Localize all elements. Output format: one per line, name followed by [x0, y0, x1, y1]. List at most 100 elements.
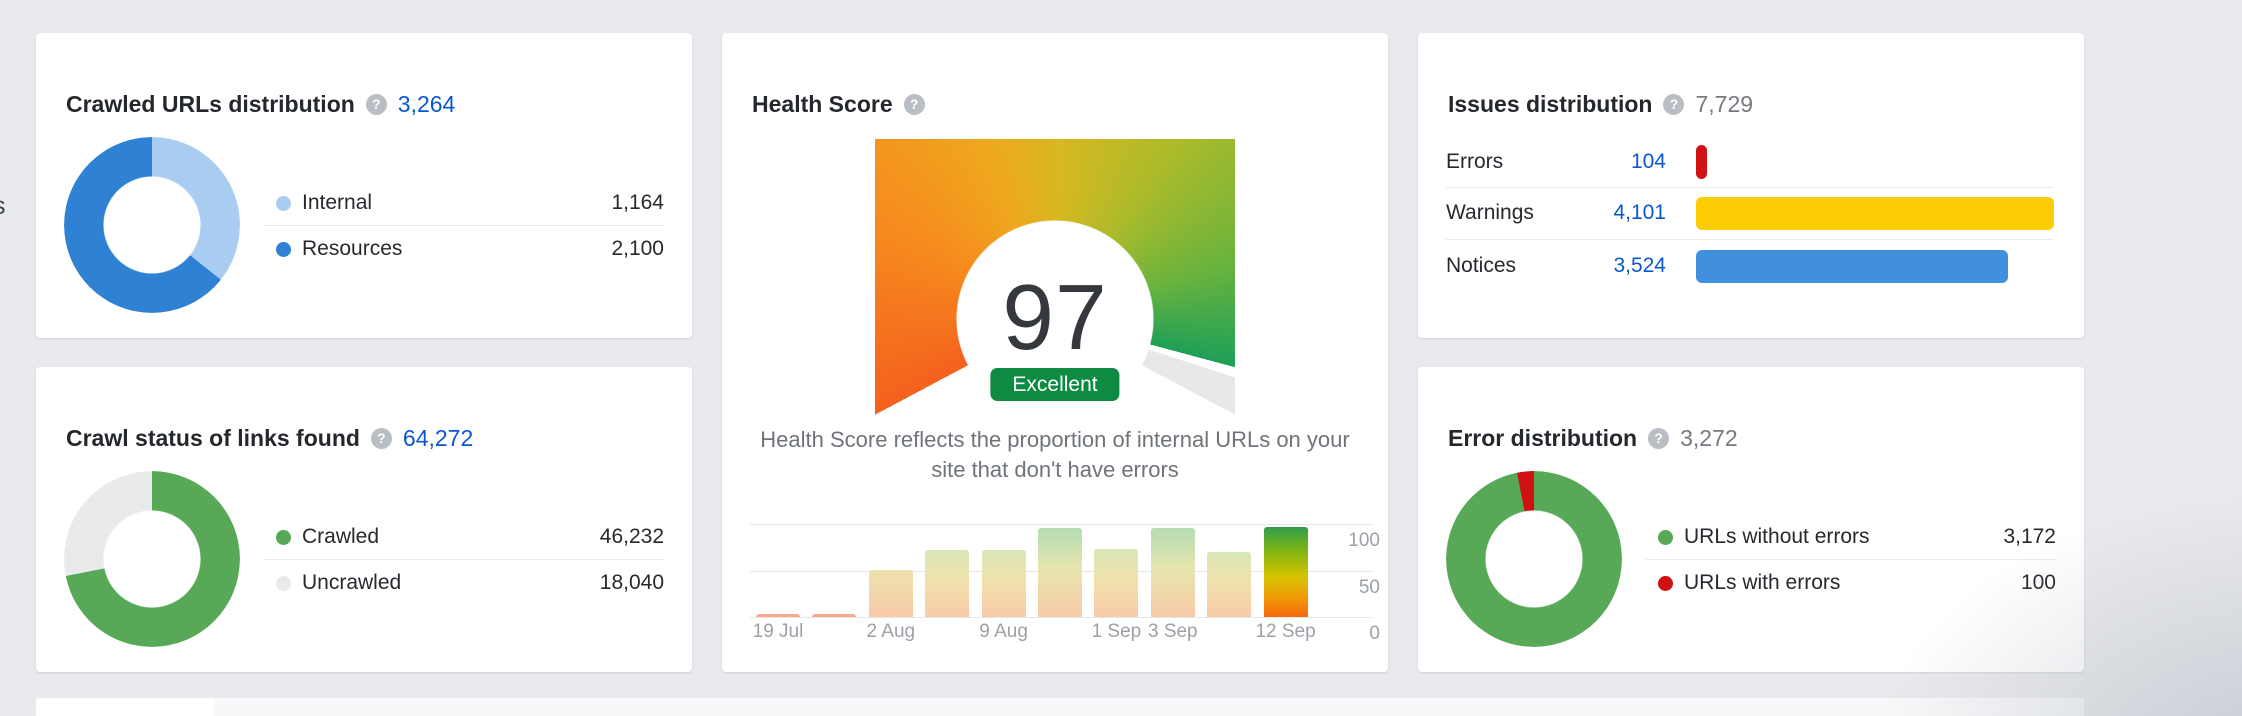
x-axis-tick: 1 Sep — [1091, 621, 1142, 642]
health-score-history-chart — [750, 513, 1372, 617]
issue-bar[interactable] — [1696, 196, 2054, 230]
issue-bar[interactable] — [1696, 249, 2009, 283]
help-icon[interactable]: ? — [1648, 427, 1670, 449]
error-distribution-donut-chart[interactable] — [1446, 471, 1622, 647]
health-score-description: Health Score reflects the proportion of … — [722, 425, 1388, 485]
health-score-gauge[interactable] — [875, 139, 1235, 499]
health-score-card: Health Score ? 97 Excellent Health Score… — [722, 33, 1388, 672]
x-axis-tick: 19 Jul — [752, 621, 804, 642]
legend-dot — [276, 195, 291, 211]
history-bar[interactable] — [868, 569, 913, 617]
help-icon[interactable]: ? — [365, 93, 387, 115]
issue-label: Notices — [1446, 254, 1517, 277]
history-bar[interactable] — [756, 614, 800, 617]
legend-dot — [1658, 575, 1673, 591]
card-title: Crawl status of links found — [66, 424, 360, 451]
issue-row-notices: Notices 3,524 — [1446, 241, 2054, 291]
history-bar[interactable] — [1038, 527, 1082, 617]
y-axis-tick: 50 — [1358, 577, 1380, 598]
issue-label: Warnings — [1446, 201, 1534, 224]
card-title: Issues distribution — [1448, 90, 1653, 117]
x-axis-tick: 12 Sep — [1255, 621, 1316, 642]
card-title: Error distribution — [1448, 424, 1638, 451]
x-axis-tick: 3 Sep — [1147, 621, 1198, 642]
crawl-status-donut-chart[interactable] — [64, 471, 240, 647]
crawl-status-total-link[interactable]: 64,272 — [402, 424, 474, 451]
legend-row: Uncrawled 18,040 — [276, 567, 664, 599]
help-icon[interactable]: ? — [1663, 93, 1685, 115]
row-divider — [1446, 187, 2054, 188]
health-score-value: 97 — [1002, 265, 1108, 369]
legend-label: URLs with errors — [1684, 571, 1841, 594]
crawled-urls-donut-chart[interactable] — [64, 137, 240, 313]
issues-total: 7,729 — [1695, 90, 1754, 117]
error-distribution-total: 3,272 — [1680, 424, 1738, 451]
crawled-urls-legend: Internal 1,164 Resources 2,100 — [264, 187, 664, 265]
card-title: Health Score — [752, 90, 893, 117]
legend-divider — [264, 225, 664, 226]
issue-bar[interactable] — [1696, 145, 1708, 179]
crawled-urls-total-link[interactable]: 3,264 — [397, 90, 456, 117]
history-bar[interactable] — [925, 550, 970, 617]
legend-value: 18,040 — [599, 571, 664, 594]
gridline-100 — [750, 524, 1372, 525]
history-bar[interactable] — [1094, 549, 1139, 617]
legend-label: Crawled — [302, 525, 380, 548]
help-icon[interactable]: ? — [370, 427, 392, 449]
legend-value: 3,172 — [2003, 525, 2056, 548]
error-distribution-card: Error distribution ? 3,272 URLs without … — [1418, 367, 2084, 672]
issue-row-warnings: Warnings 4,101 — [1446, 188, 2054, 238]
legend-row: Internal 1,164 — [276, 187, 664, 219]
y-axis-tick: 0 — [1369, 623, 1380, 644]
history-bar[interactable] — [1150, 527, 1195, 617]
legend-label: Resources — [302, 237, 403, 260]
crawl-status-header: Crawl status of links found ? 64,272 — [66, 424, 473, 452]
history-bar[interactable] — [1263, 526, 1308, 617]
clipped-sidebar-text: s — [0, 192, 6, 221]
crawl-status-legend: Crawled 46,232 Uncrawled 18,040 — [264, 521, 664, 599]
bottom-tab-strip — [36, 698, 2084, 716]
legend-divider — [264, 559, 664, 560]
issues-header: Issues distribution ? 7,729 — [1448, 90, 1753, 118]
legend-row: URLs without errors 3,172 — [1658, 521, 2056, 553]
x-axis-tick: 2 Aug — [866, 621, 916, 642]
legend-dot — [276, 575, 291, 591]
issue-count-link[interactable]: 3,524 — [1613, 254, 1666, 277]
error-distribution-legend: URLs without errors 3,172 URLs with errors… — [1646, 521, 2056, 599]
crawled-urls-card: Crawled URLs distribution ? 3,264 Intern… — [36, 33, 692, 338]
issues-distribution-card: Issues distribution ? 7,729 Errors 104 War… — [1418, 33, 2084, 338]
legend-value: 2,100 — [611, 237, 664, 260]
legend-dot — [276, 529, 291, 545]
legend-label: Uncrawled — [302, 571, 402, 594]
health-score-header: Health Score ? — [752, 90, 925, 118]
error-distribution-header: Error distribution ? 3,272 — [1448, 424, 1738, 452]
y-axis-tick: 100 — [1348, 530, 1380, 551]
issue-label: Errors — [1446, 150, 1504, 173]
legend-row: URLs with errors 100 — [1658, 567, 2056, 599]
legend-dot — [1658, 529, 1673, 545]
legend-dot — [276, 241, 291, 257]
x-axis-tick: 9 Aug — [979, 621, 1028, 642]
health-score-rating-badge: Excellent — [990, 368, 1120, 401]
issue-count-link[interactable]: 104 — [1630, 150, 1666, 173]
crawled-urls-header: Crawled URLs distribution ? 3,264 — [66, 90, 455, 118]
help-icon[interactable]: ? — [903, 93, 925, 115]
issue-count-link[interactable]: 4,101 — [1613, 201, 1666, 224]
row-divider — [1446, 239, 2054, 240]
legend-divider — [1646, 559, 2056, 560]
legend-value: 46,232 — [599, 525, 664, 548]
description-line: Health Score reflects the proportion of … — [760, 427, 1350, 452]
bottom-active-tab[interactable] — [36, 698, 214, 716]
history-bar[interactable] — [812, 614, 857, 617]
legend-label: Internal — [302, 191, 373, 214]
legend-row: Crawled 46,232 — [276, 521, 664, 553]
history-bar[interactable] — [981, 550, 1026, 617]
description-line: site that don't have errors — [931, 457, 1179, 482]
legend-value: 1,164 — [611, 191, 664, 214]
gridline-0 — [750, 617, 1372, 618]
legend-row: Resources 2,100 — [276, 233, 664, 265]
legend-value: 100 — [2020, 571, 2056, 594]
legend-label: URLs without errors — [1684, 525, 1870, 548]
history-bar[interactable] — [1207, 551, 1252, 617]
